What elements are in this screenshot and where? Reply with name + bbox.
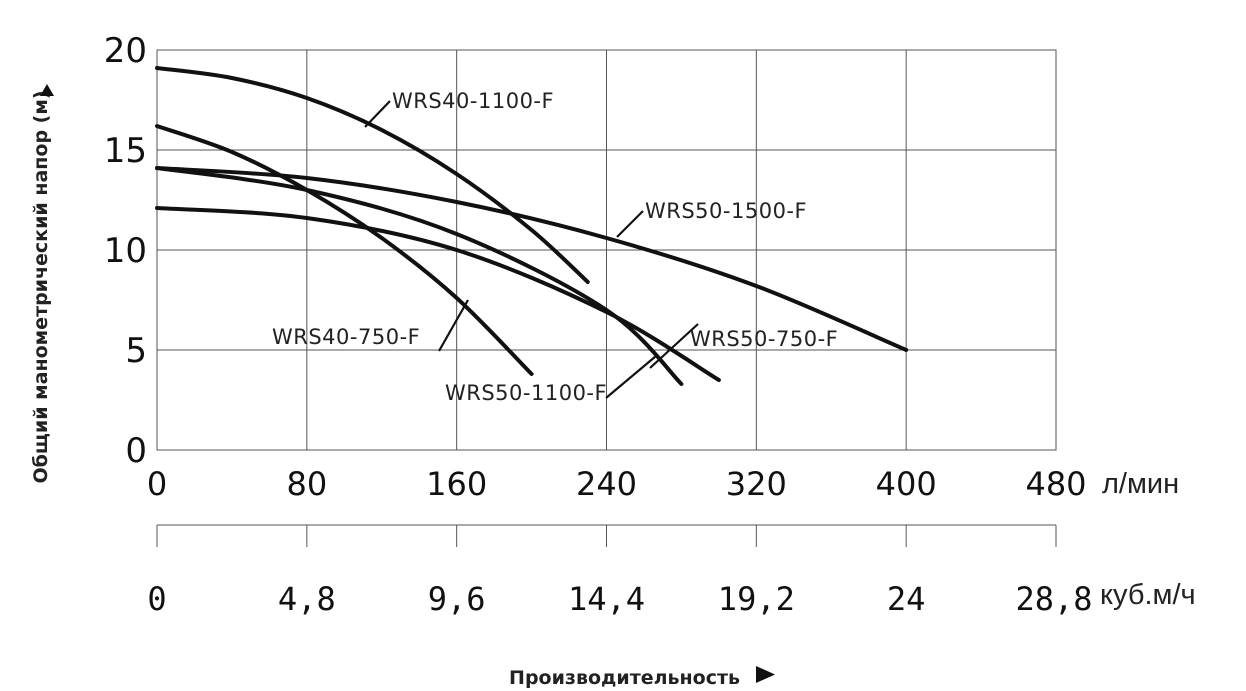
- label-leader-line: [438, 299, 469, 352]
- y-tick-label: 5: [125, 331, 147, 371]
- series-label-wrs40-750-f: WRS40-750-F: [272, 325, 420, 349]
- y-axis-title: Общий манометрический напор (м): [30, 90, 52, 483]
- x2-unit-label: куб.м/ч: [1100, 579, 1196, 611]
- label-leader-line: [649, 323, 699, 369]
- series-label-wrs40-1100-f: WRS40-1100-F: [392, 89, 554, 113]
- label-leader-line: [605, 355, 657, 399]
- x2-tick-label: 14,4: [568, 580, 645, 618]
- chart-grid: [156, 49, 1057, 547]
- x2-tick-label: 9,6: [428, 580, 486, 618]
- series-curve-wrs50-1100-f: [155, 166, 684, 386]
- label-leader-line: [616, 210, 644, 238]
- y-tick-label: 0: [125, 431, 147, 471]
- x2-tick-label: 4,8: [278, 580, 336, 618]
- series-curve-wrs40-750-f: [155, 124, 534, 376]
- x-tick-label: 80: [286, 465, 327, 503]
- y-tick-label: 20: [104, 31, 147, 71]
- x2-tick-label: 24: [887, 580, 926, 618]
- x-axis-title: Производительность: [509, 667, 740, 689]
- chart-curves: [155, 66, 909, 386]
- series-label-wrs50-1500-f: WRS50-1500-F: [645, 199, 807, 223]
- x2-tick-label: 0: [147, 580, 166, 618]
- x-tick-label: 160: [426, 465, 487, 503]
- x-axis-arrow-icon: [756, 666, 775, 683]
- series-label-wrs50-750-f: WRS50-750-F: [690, 327, 838, 351]
- y-tick-label: 15: [104, 131, 147, 171]
- x2-tick-label: 28,8: [1015, 580, 1092, 618]
- series-label-wrs50-1100-f: WRS50-1100-F: [445, 381, 607, 405]
- x-unit-label: л/мин: [1102, 468, 1179, 500]
- x2-tick-label: 19,2: [718, 580, 795, 618]
- x-tick-label: 480: [1025, 465, 1086, 503]
- label-leaders: [364, 100, 699, 399]
- x-tick-label: 240: [576, 465, 637, 503]
- series-curve-wrs50-750-f: [155, 206, 721, 382]
- y-axis-arrow-icon: [40, 84, 54, 96]
- x-tick-label: 320: [726, 465, 787, 503]
- series-curve-wrs40-1100-f: [155, 66, 590, 284]
- series-curve-wrs50-1500-f: [155, 166, 909, 352]
- x-tick-label: 400: [876, 465, 937, 503]
- y-tick-label: 10: [104, 231, 147, 271]
- x-tick-label: 0: [147, 465, 167, 503]
- label-leader-line: [364, 100, 391, 128]
